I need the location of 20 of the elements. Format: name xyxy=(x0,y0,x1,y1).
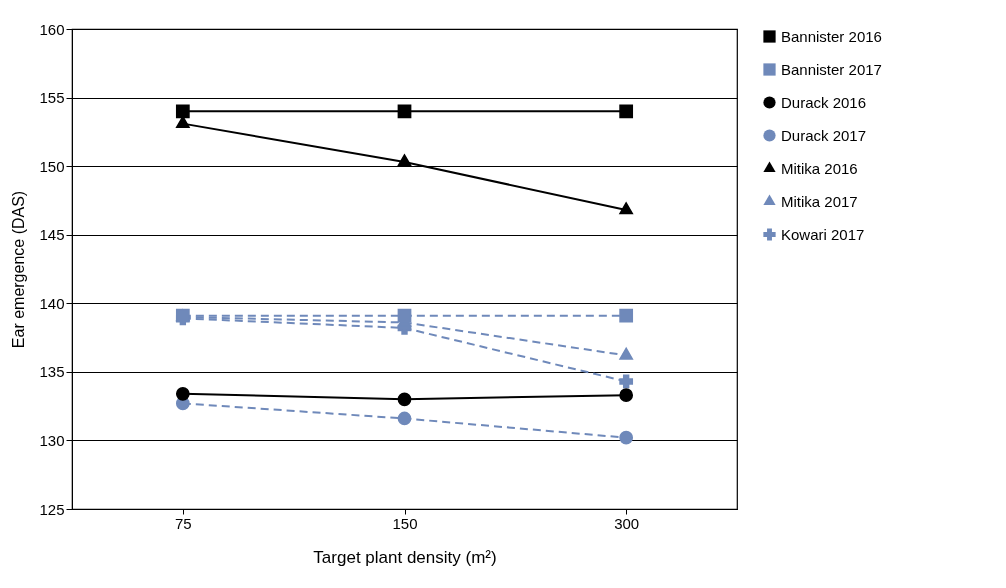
legend-label: Durack 2016 xyxy=(781,93,867,111)
y-tick-label: 125 xyxy=(39,500,65,518)
x-tick-label: 75 xyxy=(174,514,192,532)
legend-label: Durack 2017 xyxy=(781,126,867,144)
y-tick-label: 155 xyxy=(39,89,65,107)
y-tick-label: 130 xyxy=(39,431,65,449)
legend-label: Mitika 2017 xyxy=(781,192,858,210)
y-tick-label: 140 xyxy=(39,294,65,312)
y-tick-label: 150 xyxy=(39,157,65,175)
x-tick-label: 150 xyxy=(392,514,418,532)
legend-label: Bannister 2017 xyxy=(781,60,882,78)
x-axis-title: Target plant density (m²) xyxy=(313,547,497,567)
y-tick-label: 145 xyxy=(39,226,65,244)
legend-label: Mitika 2016 xyxy=(781,159,858,177)
y-tick-label: 160 xyxy=(39,20,65,38)
y-tick-label: 135 xyxy=(39,363,65,381)
y-axis-title: Ear emergence (DAS) xyxy=(10,190,28,349)
x-tick-label: 300 xyxy=(614,514,640,532)
legend-label: Bannister 2016 xyxy=(781,27,882,45)
legend-label: Kowari 2017 xyxy=(781,225,865,243)
